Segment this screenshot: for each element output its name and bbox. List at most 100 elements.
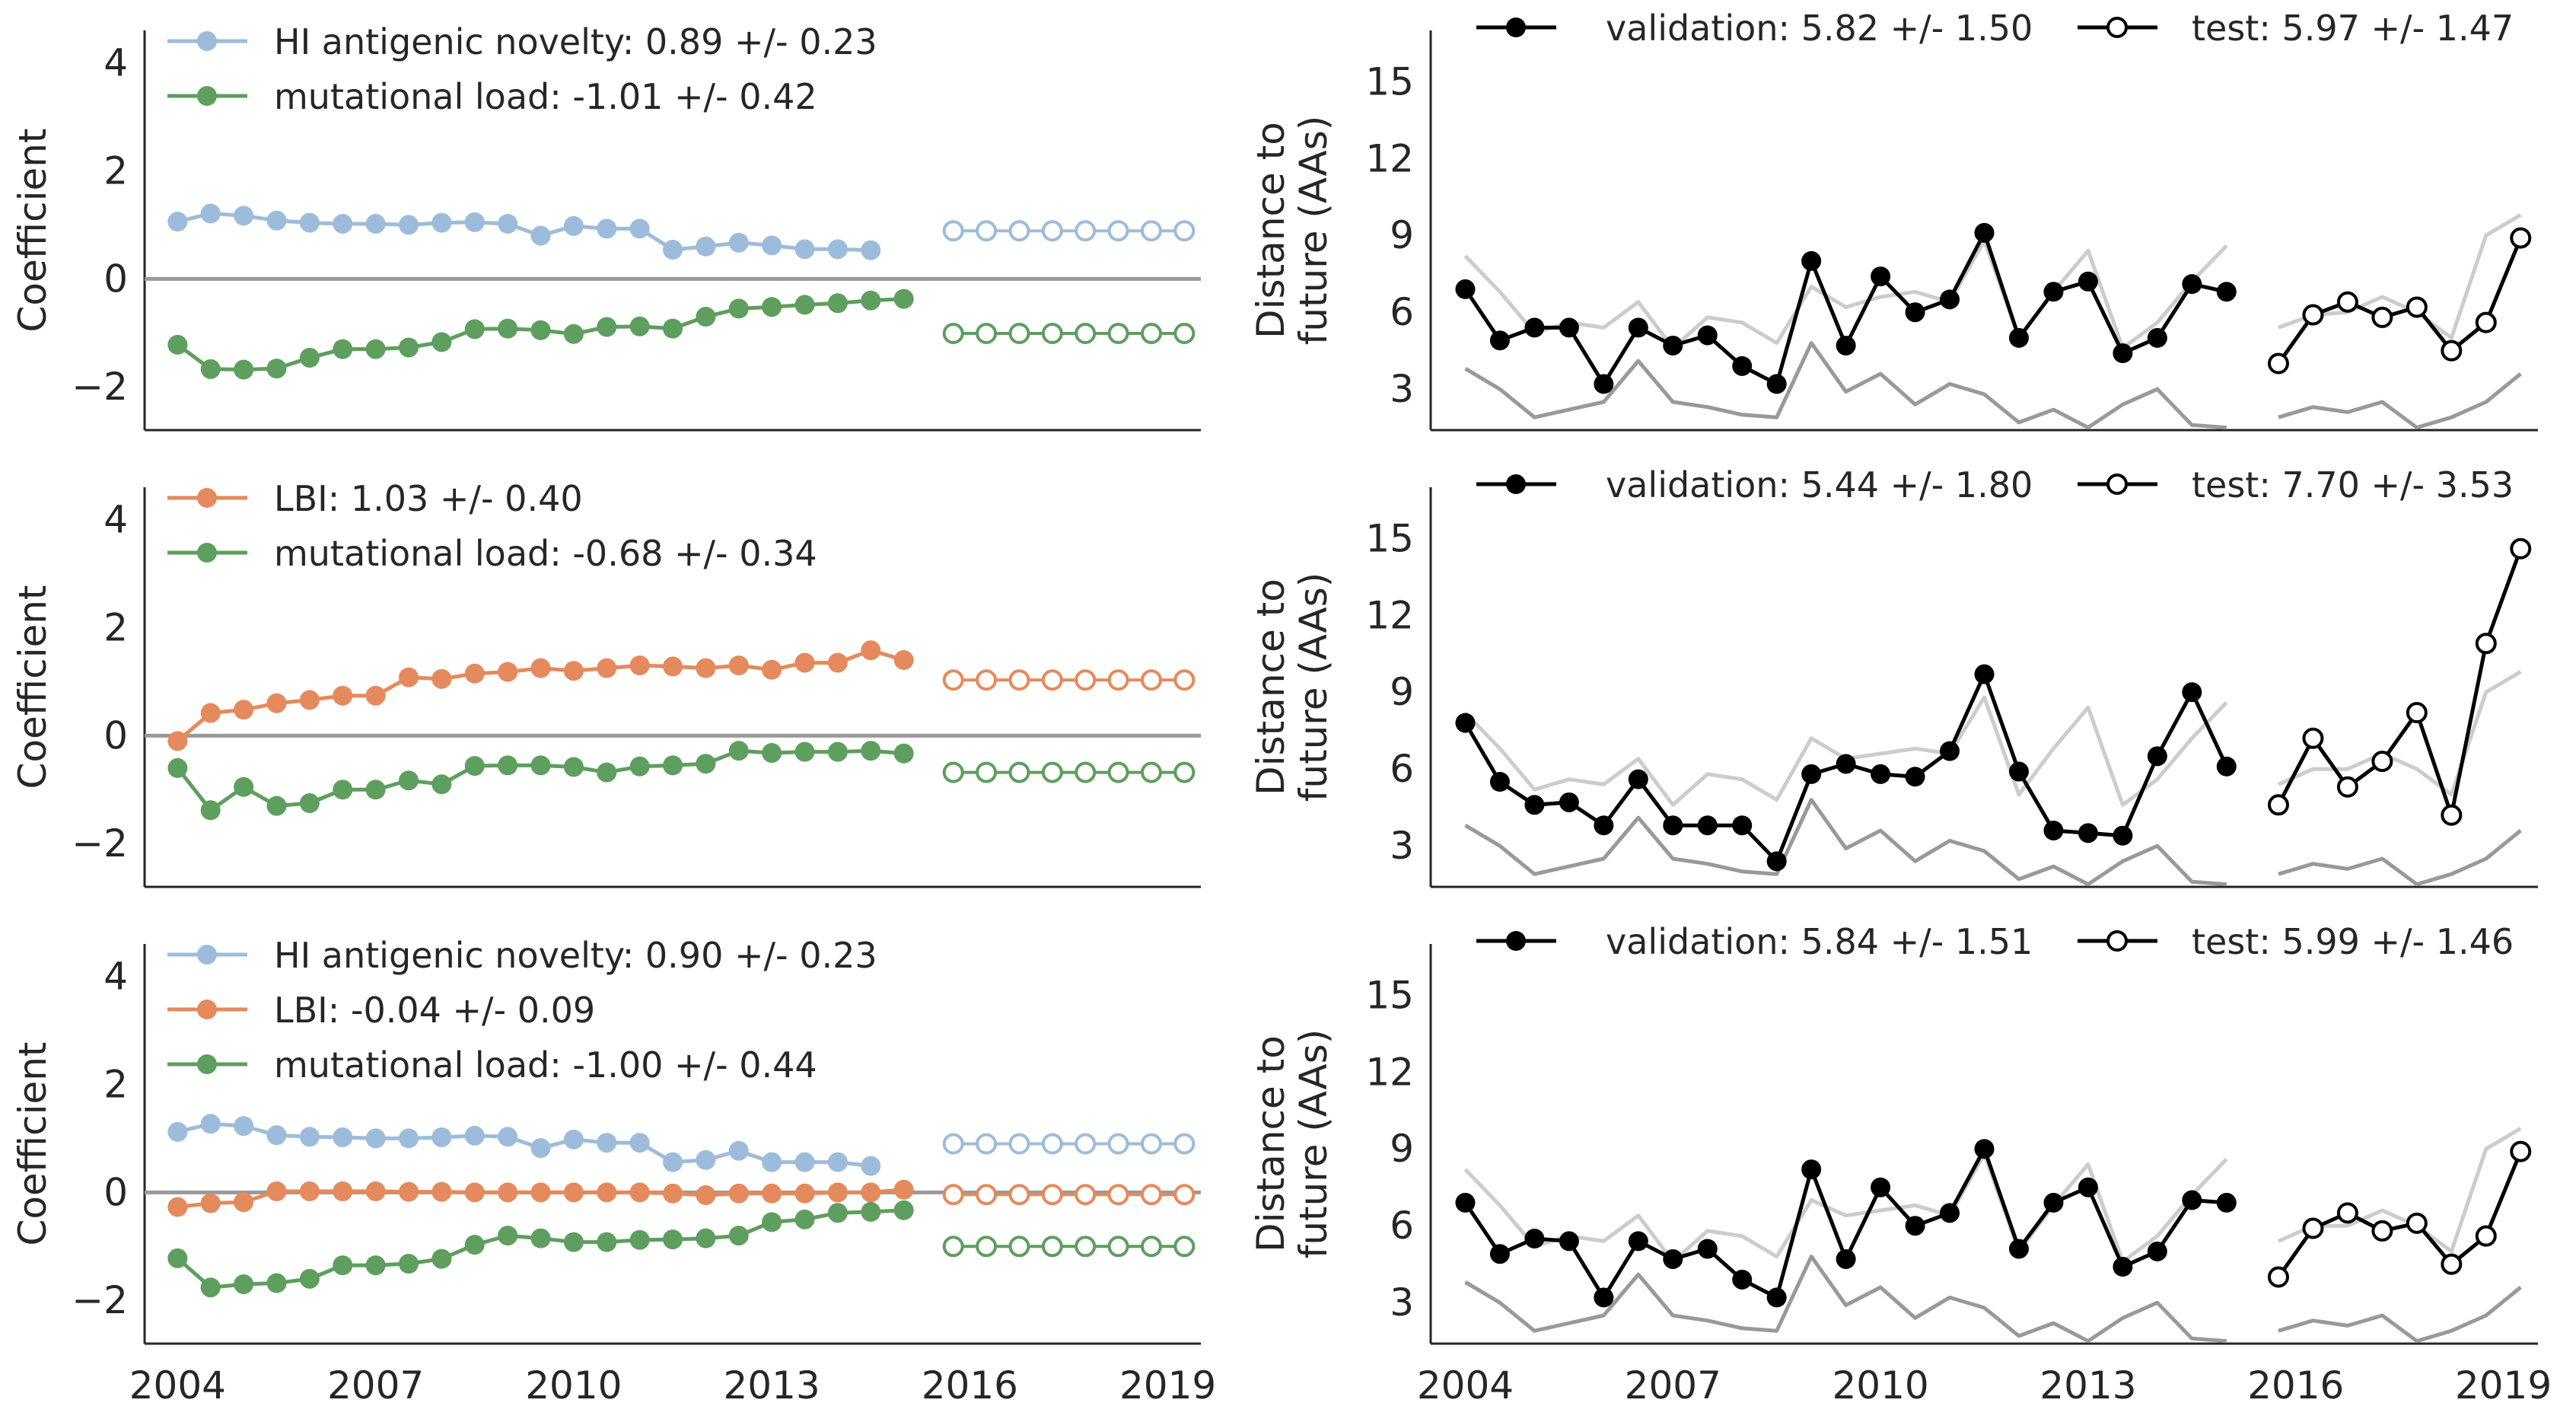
validation-point bbox=[1974, 664, 1995, 684]
validation-point bbox=[1801, 1159, 1822, 1180]
data-point-lbi bbox=[563, 661, 584, 681]
data-point-hi bbox=[299, 1127, 320, 1147]
y-tick-label: 6 bbox=[1390, 290, 1414, 334]
data-point-lbi bbox=[728, 655, 749, 676]
legend-label-hi: HI antigenic novelty: 0.90 +/- 0.23 bbox=[274, 935, 877, 976]
test-point bbox=[2302, 304, 2324, 326]
data-point-mut bbox=[563, 324, 584, 344]
data-point-mut bbox=[827, 1203, 848, 1223]
data-point-lbi bbox=[266, 693, 287, 713]
test-point-hi bbox=[1107, 220, 1129, 242]
validation-point bbox=[1594, 374, 1614, 394]
data-point-mut bbox=[629, 756, 650, 776]
data-point-hi bbox=[234, 206, 254, 226]
test-point-lbi bbox=[1173, 1184, 1196, 1206]
test-point bbox=[2336, 1202, 2358, 1224]
validation-point bbox=[1836, 754, 1856, 774]
legend-marker-test bbox=[2106, 474, 2128, 495]
data-point-mut bbox=[464, 756, 485, 776]
validation-point bbox=[1663, 815, 1683, 836]
y-tick-label: 15 bbox=[1365, 516, 1414, 560]
legend-label-validation: validation: 5.44 +/- 1.80 bbox=[1606, 464, 2033, 505]
y-tick-label: 6 bbox=[1390, 747, 1414, 791]
validation-point bbox=[1455, 279, 1476, 299]
legend-label-validation: validation: 5.82 +/- 1.50 bbox=[1606, 8, 2033, 49]
y-tick-label: 0 bbox=[103, 257, 128, 301]
test-point-mut bbox=[976, 1236, 998, 1258]
validation-point bbox=[1628, 317, 1648, 338]
data-point-lbi bbox=[167, 731, 188, 751]
test-point-mut bbox=[1041, 323, 1063, 345]
test-point-lbi bbox=[1041, 1184, 1063, 1206]
test-point-lbi bbox=[942, 669, 964, 691]
data-point-mut bbox=[728, 741, 749, 761]
legend-marker-mut bbox=[197, 543, 217, 563]
test-point-hi bbox=[1041, 220, 1063, 242]
test-point-lbi bbox=[1041, 669, 1063, 691]
test-point-mut bbox=[1107, 323, 1129, 345]
data-point-hi bbox=[530, 1138, 551, 1159]
data-point-mut bbox=[728, 1226, 749, 1246]
x-tick-label: 2013 bbox=[724, 1363, 820, 1408]
test-point-lbi bbox=[1008, 1184, 1030, 1206]
data-point-hi bbox=[333, 1127, 353, 1147]
y-tick-label: 12 bbox=[1365, 1050, 1414, 1094]
y-tick-label: 3 bbox=[1390, 1280, 1414, 1325]
validation-point bbox=[1905, 767, 1925, 787]
validation-point bbox=[1905, 302, 1925, 323]
y-tick-label: 2 bbox=[103, 1062, 128, 1106]
test-point bbox=[2441, 340, 2463, 362]
test-point bbox=[2267, 1266, 2289, 1288]
validation-point bbox=[1974, 1139, 1995, 1159]
validation-point bbox=[1940, 741, 1960, 761]
series-line-hi bbox=[177, 212, 871, 253]
data-point-mut bbox=[234, 776, 254, 797]
data-point-mut bbox=[663, 318, 683, 339]
data-point-hi bbox=[464, 1125, 485, 1146]
test-point bbox=[2371, 751, 2393, 773]
data-point-hi bbox=[498, 213, 518, 234]
test-point-hi bbox=[1008, 1133, 1030, 1155]
data-point-hi bbox=[365, 213, 386, 234]
legend-label-test: test: 5.97 +/- 1.47 bbox=[2192, 8, 2514, 49]
x-tick-label: 2013 bbox=[2039, 1363, 2136, 1408]
data-point-mut bbox=[498, 755, 518, 776]
test-point bbox=[2371, 306, 2393, 328]
test-point-mut bbox=[1140, 761, 1162, 783]
data-point-hi bbox=[200, 203, 221, 224]
legend-marker-validation bbox=[1506, 18, 1526, 37]
test-point-mut bbox=[1173, 761, 1196, 783]
data-point-hi bbox=[365, 1128, 386, 1149]
data-point-hi bbox=[794, 1152, 815, 1172]
test-point bbox=[2510, 1140, 2532, 1162]
test-point-mut bbox=[1008, 323, 1030, 345]
x-tick-label: 2007 bbox=[327, 1363, 424, 1408]
data-point-lbi bbox=[762, 659, 782, 680]
data-point-lbi bbox=[234, 1192, 254, 1213]
data-point-hi bbox=[266, 210, 287, 231]
test-point-hi bbox=[1140, 220, 1162, 242]
data-point-lbi bbox=[827, 1182, 848, 1203]
data-point-mut bbox=[333, 339, 353, 359]
test-point-mut bbox=[1041, 1236, 1063, 1258]
legend-label-mut: mutational load: -0.68 +/- 0.34 bbox=[274, 533, 817, 574]
validation-line bbox=[1463, 1146, 2227, 1299]
validation-point bbox=[2182, 274, 2202, 295]
test-point bbox=[2302, 1217, 2324, 1239]
data-point-lbi bbox=[365, 1181, 386, 1201]
validation-point bbox=[2182, 1190, 2202, 1210]
data-point-mut bbox=[365, 780, 386, 800]
data-point-lbi bbox=[399, 667, 419, 687]
coefficients-row-3: 4 2 0 −2 Coefficient 2004 2007 2010 2013 2016 2019… bbox=[11, 935, 1216, 1408]
x-tick-label: 2019 bbox=[2455, 1363, 2552, 1408]
validation-point bbox=[1697, 815, 1718, 836]
data-point-hi bbox=[762, 235, 782, 256]
y-axis-label: Coefficient bbox=[11, 585, 55, 789]
data-point-mut bbox=[498, 318, 518, 339]
test-point-hi bbox=[976, 1133, 998, 1155]
test-point-lbi bbox=[1107, 669, 1129, 691]
data-point-lbi bbox=[597, 658, 617, 678]
legend-marker-lbi bbox=[197, 1000, 217, 1019]
y-tick-label: 3 bbox=[1390, 824, 1414, 868]
test-point-lbi bbox=[1140, 669, 1162, 691]
